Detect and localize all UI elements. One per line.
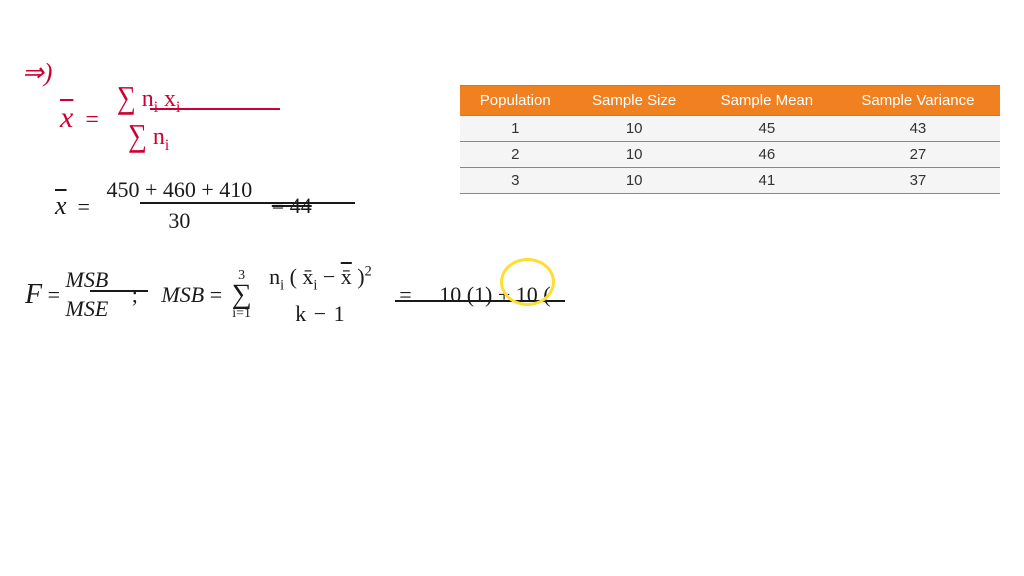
- f-symbol: F: [25, 279, 42, 311]
- col-sample-variance: Sample Variance: [836, 86, 1000, 116]
- xbar-symbol: x: [60, 101, 73, 134]
- summation-symbol: 3 ∑ i=1: [232, 270, 252, 320]
- table-row: 3 10 41 37: [460, 168, 1000, 194]
- xbar-symbol: x: [55, 191, 67, 220]
- anova-data-table: Population Sample Size Sample Mean Sampl…: [460, 85, 1000, 194]
- col-sample-size: Sample Size: [570, 86, 697, 116]
- fraction-line: [395, 300, 565, 302]
- equals: =: [399, 282, 411, 307]
- grand-mean-calc: x = 450 + 460 + 410 30 = 44: [55, 175, 312, 237]
- f-denominator: MSE: [66, 295, 109, 324]
- fraction-line: [140, 202, 355, 204]
- col-population: Population: [460, 86, 570, 116]
- msb-expansion: 10 (1) + 10 (: [439, 282, 550, 307]
- implies-symbol: ⇒): [22, 58, 52, 88]
- msb-numerator: ni ( x̄i − x̄ )2: [269, 260, 372, 297]
- table-header-row: Population Sample Size Sample Mean Sampl…: [460, 86, 1000, 116]
- col-sample-mean: Sample Mean: [698, 86, 836, 116]
- table-row: 1 10 45 43: [460, 116, 1000, 142]
- fraction-line: [150, 108, 280, 110]
- grand-mean-formula: x = ∑ ni xi ∑ ni: [60, 80, 180, 156]
- struck-result: = 44: [272, 193, 312, 218]
- calc-denominator: 30: [168, 206, 190, 237]
- f-statistic-formula: F = MSB MSE ; MSB = 3 ∑ i=1 ni ( x̄i − x…: [25, 260, 551, 330]
- grand-mean-denominator: ∑ ni: [128, 118, 169, 156]
- fraction-line: [90, 290, 148, 292]
- grand-mean-numerator: ∑ ni xi: [117, 80, 181, 118]
- table-row: 2 10 46 27: [460, 142, 1000, 168]
- separator: ;: [132, 282, 138, 307]
- msb-lhs: MSB: [161, 282, 204, 307]
- msb-denominator: k − 1: [295, 297, 345, 330]
- sum-lower: i=1: [232, 308, 251, 321]
